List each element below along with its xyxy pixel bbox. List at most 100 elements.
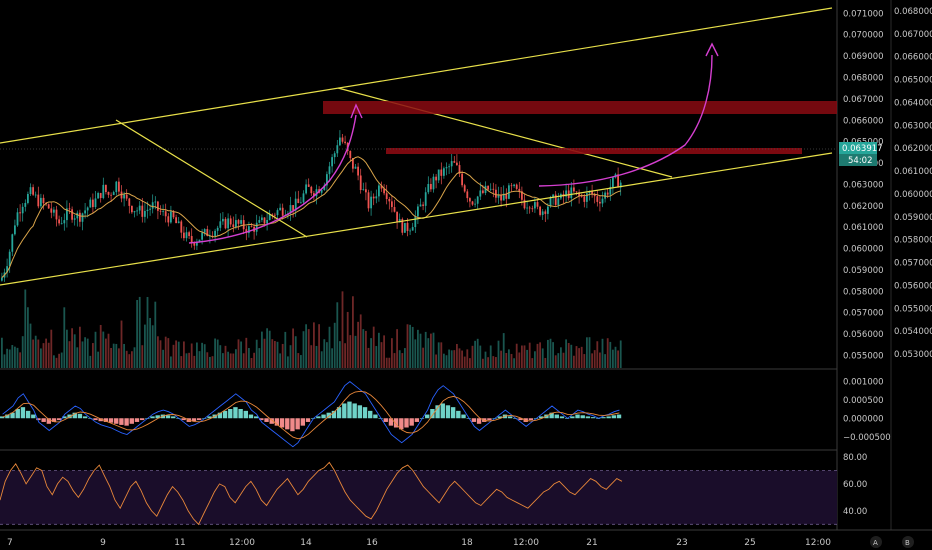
channel-lower-line[interactable]: [0, 152, 833, 286]
volume-bar: [505, 352, 508, 368]
candle-body: [487, 185, 489, 190]
macd-hist-bar: [119, 418, 124, 425]
candle-body: [445, 167, 448, 169]
volume-bar: [323, 339, 326, 368]
secondary-tick-label: 0.056000: [894, 281, 932, 291]
auto-scale-button[interactable]: [870, 536, 882, 548]
candle-body: [575, 191, 578, 193]
candle-body: [549, 197, 552, 207]
secondary-tick-label: 0.068000: [894, 7, 932, 17]
macd-hist-bar: [580, 415, 585, 419]
volume-bar: [183, 341, 185, 368]
volume-bar: [469, 358, 471, 368]
volume-bar: [112, 343, 115, 368]
candle-body: [497, 194, 500, 198]
volume-bar: [354, 335, 357, 368]
curve-arrow-right[interactable]: [538, 54, 713, 187]
price-tick-label: 0.061000: [843, 223, 884, 233]
volume-bar: [619, 340, 622, 368]
secondary-tick-label: 0.067000: [894, 30, 932, 40]
volume-bar: [500, 350, 502, 368]
volume-bar: [380, 342, 383, 368]
candle-body: [281, 207, 284, 216]
macd-hist-bar: [150, 416, 155, 419]
volume-bar: [385, 357, 388, 368]
macd-hist-bar: [279, 418, 285, 428]
rsi-axis[interactable]: 80.00 60.00 40.00: [843, 453, 867, 517]
volume-bar: [146, 296, 149, 368]
channel-upper-line[interactable]: [0, 7, 833, 144]
volume-bar: [562, 352, 565, 368]
triangle-line-left[interactable]: [115, 119, 308, 238]
volume-bar: [443, 353, 445, 368]
macd-hist-bar: [31, 414, 36, 419]
macd-hist-bar: [606, 416, 611, 419]
candle-body: [391, 201, 393, 208]
candle-body: [539, 206, 541, 215]
time-axis[interactable]: 7 9 11 12:00 14 16 18 12:00 21 23 25 12:00: [7, 538, 831, 548]
candle-body: [136, 210, 138, 212]
macd-tick-label: 0.000500: [843, 396, 884, 406]
resistance-zone-upper[interactable]: [323, 101, 837, 114]
volume-bar: [601, 338, 604, 368]
candle-body: [326, 174, 328, 186]
macd-hist-bar: [67, 414, 72, 419]
volume-bar: [196, 342, 198, 368]
volume-bar: [29, 323, 32, 368]
macd-hist-bar: [393, 418, 399, 428]
log-scale-button[interactable]: [902, 536, 914, 548]
macd-hist-bar: [243, 410, 248, 419]
volume-bar: [24, 289, 27, 368]
volume-bar: [476, 338, 479, 368]
volume-bar: [596, 341, 599, 368]
volume-bar: [458, 348, 461, 368]
candle-body: [417, 206, 419, 217]
candle-body: [339, 137, 341, 146]
volume-bar: [417, 329, 419, 368]
curve-arrow-left[interactable]: [188, 114, 357, 244]
candle-body: [440, 169, 443, 176]
macd-hist-bar: [497, 416, 502, 419]
candle-body: [588, 191, 591, 194]
resistance-zone-lower[interactable]: [386, 148, 802, 154]
macd-hist-bar: [134, 418, 140, 422]
secondary-price-axis[interactable]: 0.068000 0.067000 0.066000 0.065000 0.064000…: [894, 7, 932, 360]
macd-hist-bar: [425, 414, 430, 419]
volume-bar: [224, 345, 227, 368]
time-tick-label: 9: [100, 538, 106, 548]
candle-body: [502, 193, 505, 201]
volume-bar: [606, 338, 609, 368]
time-tick-label: 18: [461, 538, 473, 548]
macd-hist-bar: [264, 418, 269, 422]
candle-body: [463, 185, 466, 192]
volume-bar: [367, 347, 370, 368]
macd-tick-label: −0.000500: [843, 433, 891, 443]
macd-hist-bar: [404, 418, 409, 428]
volume-bar: [617, 350, 619, 368]
volume-bar: [583, 354, 586, 368]
volume-bar: [120, 320, 123, 368]
candle-body: [508, 185, 510, 199]
macd-axis[interactable]: 0.001000 0.000500 0.000000 −0.000500: [843, 377, 891, 443]
volume-bar: [125, 350, 128, 368]
candle-body: [125, 194, 128, 199]
candle-body: [617, 174, 619, 188]
candle-body: [180, 221, 183, 233]
candle-body: [89, 199, 92, 208]
volume-bar: [614, 346, 617, 368]
volume-bar: [599, 352, 601, 368]
volume-bar: [118, 348, 120, 368]
price-tick-label: 0.063000: [843, 180, 884, 190]
price-tick-label: 0.062000: [843, 202, 884, 212]
volume-bar: [274, 340, 276, 368]
macd-hist-bar: [300, 418, 306, 426]
volume-bar: [609, 341, 612, 368]
volume-bar: [222, 353, 224, 368]
macd-hist-bar: [466, 418, 471, 419]
candle-body: [138, 205, 141, 211]
candle-body: [16, 212, 19, 226]
macd-hist-bar: [378, 418, 383, 419]
candle-body: [144, 210, 146, 217]
candle-body: [401, 219, 404, 233]
